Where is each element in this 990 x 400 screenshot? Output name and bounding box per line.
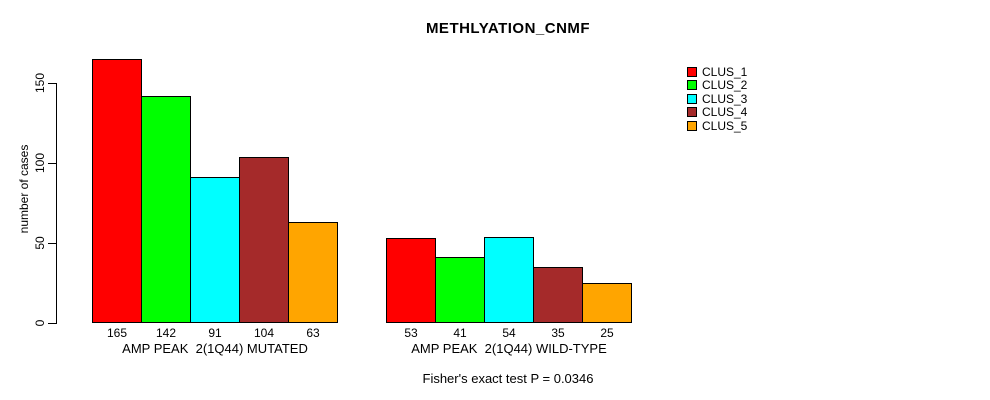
bar-value-label: 41 — [453, 326, 467, 340]
bar-clus_5 — [582, 283, 632, 323]
bar-value-label: 63 — [306, 326, 320, 340]
group-label: AMP PEAK 2(1Q44) WILD-TYPE — [411, 341, 607, 356]
legend-swatch-clus_4 — [687, 107, 697, 117]
bar-value-label: 91 — [208, 326, 222, 340]
y-axis-tick — [48, 243, 56, 244]
bar-value-label: 54 — [502, 326, 516, 340]
bar-clus_3 — [484, 237, 534, 323]
y-axis-line — [56, 83, 57, 324]
legend-label-clus_5: CLUS_5 — [702, 119, 748, 133]
legend-swatch-clus_5 — [687, 121, 697, 131]
legend-label-clus_2: CLUS_2 — [702, 78, 748, 92]
y-axis-tick-label: 150 — [33, 72, 47, 94]
group-label: AMP PEAK 2(1Q44) MUTATED — [122, 341, 308, 356]
bar-value-label: 142 — [155, 326, 177, 340]
bar-clus_1 — [92, 59, 142, 323]
legend-swatch-clus_1 — [687, 67, 697, 77]
y-axis-tick-label: 0 — [33, 319, 47, 327]
legend-label-clus_3: CLUS_3 — [702, 92, 748, 106]
y-axis-tick-label: 50 — [33, 236, 47, 250]
bar-value-label: 25 — [600, 326, 614, 340]
legend-swatch-clus_3 — [687, 94, 697, 104]
bar-clus_2 — [141, 96, 191, 323]
bar-clus_4 — [533, 267, 583, 323]
chart-title: METHLYATION_CNMF — [425, 20, 591, 37]
y-axis-tick — [48, 83, 56, 84]
legend-label-clus_4: CLUS_4 — [702, 105, 748, 119]
legend-label-clus_1: CLUS_1 — [702, 65, 748, 79]
bar-value-label: 53 — [404, 326, 418, 340]
y-axis-tick — [48, 163, 56, 164]
legend-swatch-clus_2 — [687, 80, 697, 90]
bar-clus_1 — [386, 238, 436, 323]
y-axis-tick-label: 100 — [33, 152, 47, 174]
bar-clus_4 — [239, 157, 289, 323]
bar-value-label: 104 — [253, 326, 275, 340]
bar-clus_2 — [435, 257, 485, 323]
bar-clus_5 — [288, 222, 338, 323]
y-axis-tick — [48, 323, 56, 324]
bar-value-label: 165 — [106, 326, 128, 340]
bar-clus_3 — [190, 177, 240, 323]
bar-value-label: 35 — [551, 326, 565, 340]
annotation-pvalue: Fisher's exact test P = 0.0346 — [422, 371, 594, 386]
